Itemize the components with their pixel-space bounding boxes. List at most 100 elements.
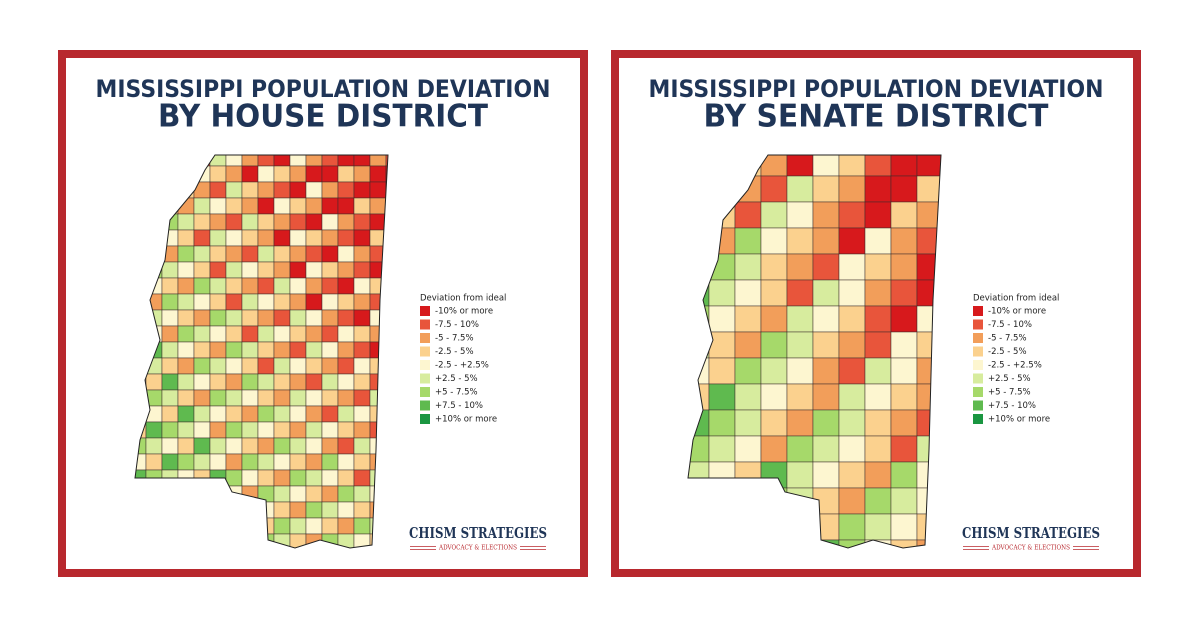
district <box>760 253 788 281</box>
district <box>209 437 227 455</box>
district <box>321 421 339 439</box>
district <box>321 309 339 327</box>
district <box>193 373 211 391</box>
district <box>337 261 355 279</box>
district <box>321 501 339 519</box>
district <box>890 227 918 255</box>
district <box>305 277 323 295</box>
district <box>864 279 892 307</box>
district <box>241 437 259 455</box>
district <box>241 197 259 215</box>
district <box>289 277 307 295</box>
district <box>257 453 275 471</box>
district <box>760 435 788 463</box>
district <box>353 373 371 391</box>
district <box>177 245 195 263</box>
district <box>337 517 355 535</box>
district <box>177 341 195 359</box>
district <box>209 309 227 327</box>
district <box>225 197 243 215</box>
district <box>305 373 323 391</box>
legend-swatch <box>420 414 430 424</box>
district <box>734 383 762 411</box>
district <box>838 305 866 333</box>
district <box>289 517 307 535</box>
district <box>193 261 211 279</box>
district <box>305 325 323 343</box>
district <box>273 197 291 215</box>
district <box>864 513 892 541</box>
district <box>786 461 814 489</box>
district <box>305 261 323 279</box>
district <box>890 461 918 489</box>
district <box>193 325 211 343</box>
district <box>289 293 307 311</box>
district <box>305 293 323 311</box>
district <box>209 293 227 311</box>
district <box>812 435 840 463</box>
district <box>305 517 323 535</box>
legend-swatch <box>420 373 430 384</box>
district <box>273 421 291 439</box>
district <box>161 421 179 439</box>
district <box>305 437 323 455</box>
district <box>273 261 291 279</box>
district <box>786 201 814 229</box>
district <box>225 213 243 231</box>
district <box>161 261 179 279</box>
district <box>193 293 211 311</box>
district <box>321 165 339 183</box>
district <box>786 435 814 463</box>
district <box>353 181 371 199</box>
district <box>786 357 814 385</box>
district <box>161 309 179 327</box>
district <box>209 325 227 343</box>
district <box>890 201 918 229</box>
district <box>145 421 163 439</box>
district <box>838 175 866 203</box>
district <box>353 165 371 183</box>
district <box>177 293 195 311</box>
district <box>273 485 291 503</box>
district <box>209 421 227 439</box>
legend-label: -2.5 - 5% <box>988 347 1027 357</box>
legend-swatch <box>973 319 983 330</box>
district <box>305 357 323 375</box>
district <box>241 421 259 439</box>
district <box>257 341 275 359</box>
district <box>257 437 275 455</box>
district <box>353 357 371 375</box>
district <box>812 201 840 229</box>
district <box>273 517 291 535</box>
district <box>369 165 387 183</box>
district <box>321 197 339 215</box>
district <box>177 277 195 295</box>
district <box>241 213 259 231</box>
legend-label: +2.5 - 5% <box>988 374 1031 384</box>
district <box>337 213 355 231</box>
district <box>305 165 323 183</box>
district <box>337 469 355 487</box>
district <box>353 277 371 295</box>
district <box>353 261 371 279</box>
district <box>786 331 814 359</box>
district <box>838 331 866 359</box>
district <box>273 181 291 199</box>
district <box>337 341 355 359</box>
district <box>305 341 323 359</box>
district <box>225 309 243 327</box>
legend-label: -5 - 7.5% <box>988 334 1027 344</box>
district <box>353 437 371 455</box>
district <box>337 229 355 247</box>
logo-name: CHISM STRATEGIES <box>962 524 1100 542</box>
district <box>353 245 371 263</box>
district <box>353 325 371 343</box>
district <box>838 487 866 515</box>
district <box>786 383 814 411</box>
district <box>209 341 227 359</box>
legend-label: -10% or more <box>988 307 1046 317</box>
district <box>209 277 227 295</box>
district <box>305 389 323 407</box>
district <box>353 485 371 503</box>
legend-label: -2.5 - 5% <box>435 347 474 357</box>
